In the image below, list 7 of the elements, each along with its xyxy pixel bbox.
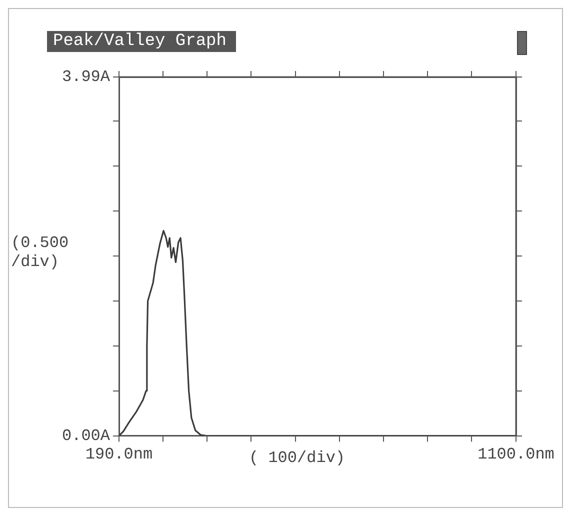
x-axis-title: ( 100/div) [249, 449, 346, 467]
y-tick-label: 3.99A [62, 68, 110, 86]
y-axis-title: (0.500 /div) [11, 234, 70, 272]
y-tick-label: 0.00A [62, 427, 110, 446]
x-tick-label: 190.0nm [85, 446, 153, 464]
x-tick-label: 1100.0nm [478, 446, 554, 464]
chart-title: Peak/Valley Graph [47, 31, 236, 52]
